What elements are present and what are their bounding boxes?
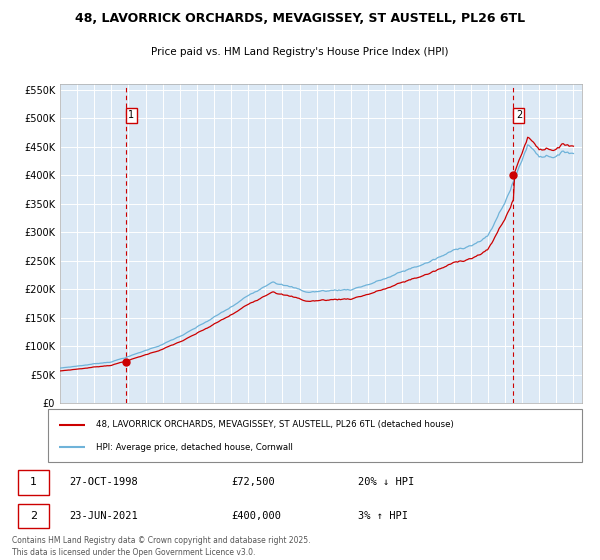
Text: Contains HM Land Registry data © Crown copyright and database right 2025.
This d: Contains HM Land Registry data © Crown c… xyxy=(12,536,311,557)
Text: 27-OCT-1998: 27-OCT-1998 xyxy=(70,478,139,487)
Text: 3% ↑ HPI: 3% ↑ HPI xyxy=(358,511,407,521)
Text: 2: 2 xyxy=(30,511,37,521)
Text: 2: 2 xyxy=(516,110,522,120)
FancyBboxPatch shape xyxy=(48,409,582,462)
Text: £72,500: £72,500 xyxy=(231,478,275,487)
Text: £400,000: £400,000 xyxy=(231,511,281,521)
FancyBboxPatch shape xyxy=(18,503,49,528)
FancyBboxPatch shape xyxy=(18,470,49,494)
Text: 20% ↓ HPI: 20% ↓ HPI xyxy=(358,478,414,487)
Text: HPI: Average price, detached house, Cornwall: HPI: Average price, detached house, Corn… xyxy=(96,442,293,451)
Text: 48, LAVORRICK ORCHARDS, MEVAGISSEY, ST AUSTELL, PL26 6TL: 48, LAVORRICK ORCHARDS, MEVAGISSEY, ST A… xyxy=(75,12,525,25)
Text: 1: 1 xyxy=(128,110,134,120)
Text: 48, LAVORRICK ORCHARDS, MEVAGISSEY, ST AUSTELL, PL26 6TL (detached house): 48, LAVORRICK ORCHARDS, MEVAGISSEY, ST A… xyxy=(96,420,454,430)
Text: Price paid vs. HM Land Registry's House Price Index (HPI): Price paid vs. HM Land Registry's House … xyxy=(151,48,449,58)
Text: 23-JUN-2021: 23-JUN-2021 xyxy=(70,511,139,521)
Text: 1: 1 xyxy=(30,478,37,487)
